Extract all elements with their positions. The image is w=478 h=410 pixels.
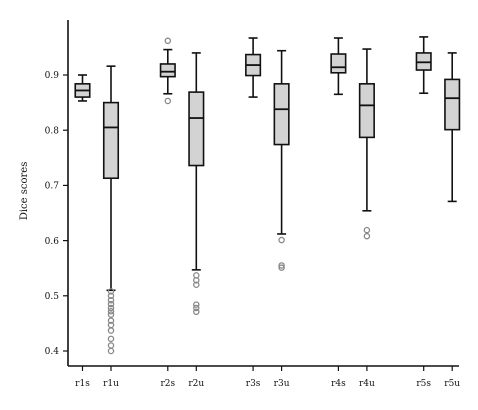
outlier-point (193, 304, 200, 312)
iqr-box (330, 53, 347, 74)
outlier-point (107, 327, 115, 334)
outlier-point (164, 37, 172, 45)
y-tick-label: 0.4 (45, 347, 60, 357)
box-r4u (358, 48, 375, 240)
plot-area (74, 36, 461, 355)
box-r1s (74, 74, 91, 102)
y-axis-label: Dice scores (19, 162, 30, 221)
outlier-point (193, 281, 200, 289)
x-tick-label: r3s (246, 379, 261, 389)
y-tick-label: 0.7 (45, 182, 60, 192)
y-tick-label: 0.5 (45, 292, 60, 302)
outlier-point (107, 304, 115, 312)
iqr-box (102, 101, 120, 180)
outlier-point (107, 300, 115, 308)
outlier-point (107, 335, 115, 343)
outlier-point (164, 97, 172, 105)
iqr-box (188, 91, 205, 167)
outlier-point (107, 347, 115, 355)
box-r2s (159, 37, 176, 105)
x-tick-label: r2u (188, 379, 204, 389)
box-r3s (245, 37, 262, 98)
outlier-point (193, 277, 200, 284)
box-r2u (188, 52, 205, 316)
outlier-point (278, 236, 285, 244)
outlier-point (107, 308, 115, 315)
box-r3u (273, 49, 290, 271)
x-axis-ticks: r1s r1u r2s r2u r3s r3u r4s r4u r5s r5u (75, 366, 460, 389)
x-tick-label: r4s (331, 379, 346, 389)
iqr-box (273, 83, 290, 146)
outlier-point (278, 264, 285, 271)
iqr-box (159, 63, 176, 78)
x-tick-label: r3u (274, 379, 290, 389)
box-r1u (102, 65, 120, 355)
iqr-box (444, 78, 461, 131)
x-tick-label: r1u (103, 379, 119, 389)
outlier-point (107, 288, 115, 295)
outlier-point (107, 296, 115, 304)
y-tick-label: 0.6 (45, 237, 60, 247)
y-tick-label: 0.8 (45, 126, 60, 136)
outlier-point (278, 262, 285, 269)
x-tick-label: r5s (416, 379, 431, 389)
outlier-point (107, 311, 115, 318)
x-tick-label: r1s (75, 379, 90, 389)
x-tick-label: r5u (444, 379, 460, 389)
outlier-point (107, 342, 115, 349)
outlier-point (107, 292, 115, 300)
box-r4s (330, 37, 347, 96)
iqr-box (358, 83, 375, 139)
box-r5u (444, 52, 461, 203)
y-tick-label: 0.9 (45, 71, 60, 81)
box-r5s (415, 36, 432, 95)
outlier-point (363, 226, 371, 234)
y-axis-ticks: 0.4 0.5 0.6 0.7 0.8 0.9 (45, 71, 68, 357)
outlier-point (193, 308, 200, 316)
axes: 0.4 0.5 0.6 0.7 0.8 0.9 r1s r1u r2s r2u r3s r3u r4s… (19, 20, 460, 389)
outlier-point (193, 301, 200, 308)
x-tick-label: r2s (160, 379, 175, 389)
x-tick-label: r4u (359, 379, 375, 389)
outlier-point (107, 317, 115, 324)
outlier-point (363, 232, 371, 240)
